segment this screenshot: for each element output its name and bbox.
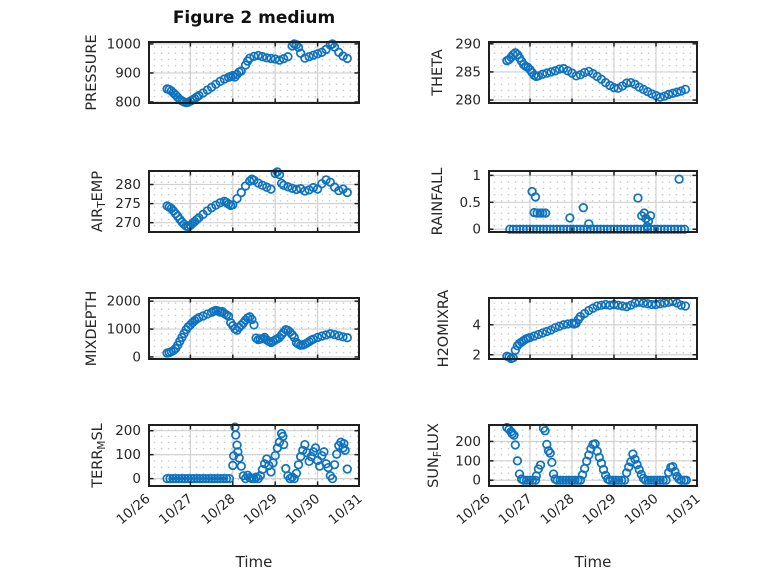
y-axis-label: AIRTEMP <box>90 171 108 232</box>
x-tick-label: 10/30 <box>621 491 661 528</box>
y-axis-label: THETA <box>430 49 446 97</box>
x-tick-label: 10/27 <box>495 491 535 528</box>
data-markers <box>162 39 352 108</box>
y-axis-label: MIXDEPTH <box>84 291 100 367</box>
rainfall-plot-svg: 0 0.5 1 RAINFALL <box>430 168 698 238</box>
y-tick-label: 280 <box>115 177 141 193</box>
y-axis-label: H2OMIXRA <box>436 290 452 368</box>
tick-marks <box>489 425 697 486</box>
x-axis-label-left: Time <box>235 553 273 571</box>
y-tick-label: 200 <box>115 423 141 439</box>
airtemp-plot-svg: 270 275 280 AIRTEMP <box>90 167 360 233</box>
y-tick-label: 0 <box>132 349 141 365</box>
subplot-airtemp: 270 275 280 AIRTEMP <box>90 167 360 233</box>
subplot-mixdepth: 0 1000 2000 MIXDEPTH <box>84 291 360 366</box>
tick-marks <box>149 298 359 359</box>
x-tick-label: 10/26 <box>113 491 153 528</box>
tick-marks <box>489 298 697 359</box>
y-axis-label: RAINFALL <box>430 168 446 236</box>
x-tick-label: 10/29 <box>241 491 281 528</box>
tick-marks <box>149 425 359 486</box>
subplot-h2omixra: 2 4 H2OMIXRA <box>436 290 698 367</box>
terrmsl-plot-svg: 0 100 200 TERRMSL 10/26 10/27 10/28 10/29 10/30 1… <box>90 422 366 528</box>
major-grid <box>489 298 697 359</box>
tick-marks <box>489 42 697 103</box>
y-axis-label: PRESSURE <box>84 34 100 110</box>
y-tick-label: 290 <box>455 36 481 52</box>
h2omixra-plot-svg: 2 4 H2OMIXRA <box>436 290 698 367</box>
theta-plot-svg: 280 285 290 THETA <box>430 36 698 109</box>
x-tick-label: 10/28 <box>537 491 577 528</box>
y-tick-label: 0.5 <box>460 195 481 211</box>
y-tick-label: 1000 <box>107 322 141 338</box>
y-tick-label: 0 <box>132 471 141 487</box>
x-tick-label: 10/30 <box>283 491 323 528</box>
subplot-rainfall: 0 0.5 1 RAINFALL <box>430 168 698 238</box>
y-tick-label: 2 <box>472 347 481 363</box>
y-tick-label: 0 <box>472 473 481 489</box>
x-tick-label: 10/29 <box>579 491 619 528</box>
y-tick-label: 100 <box>115 447 141 463</box>
y-tick-label: 100 <box>455 453 481 469</box>
data-markers <box>502 48 691 102</box>
data-markers <box>162 167 352 232</box>
y-tick-label: 1 <box>472 168 481 184</box>
x-tick-label: 10/27 <box>156 491 196 528</box>
subplot-theta: 280 285 290 THETA <box>430 36 698 109</box>
subplot-sunflux: 0 100 200 SUNFLUX 10/26 10/27 10/28 10/29 10/30 1… <box>426 422 704 528</box>
pressure-plot-svg: 800 900 1000 PRESSURE <box>84 34 360 111</box>
subplot-terrmsl: 0 100 200 TERRMSL 10/26 10/27 10/28 10/29 10/30 1… <box>90 422 366 528</box>
figure-title: Figure 2 medium <box>172 8 336 28</box>
y-axis-label: SUNFLUX <box>426 423 444 488</box>
data-markers <box>502 296 691 364</box>
y-tick-label: 0 <box>472 222 481 238</box>
y-axis-label: TERRMSL <box>90 423 108 489</box>
x-tick-label: 10/26 <box>453 491 493 528</box>
y-tick-label: 280 <box>455 93 481 109</box>
data-markers <box>505 174 690 234</box>
y-tick-label: 200 <box>455 434 481 450</box>
tick-marks <box>149 171 359 232</box>
y-tick-label: 2000 <box>107 294 141 310</box>
y-tick-label: 900 <box>115 65 141 81</box>
y-tick-label: 1000 <box>107 36 141 52</box>
x-axis-label-right: Time <box>574 553 612 571</box>
sunflux-plot-svg: 0 100 200 SUNFLUX 10/26 10/27 10/28 10/29 10/30 1… <box>426 422 704 528</box>
y-tick-label: 275 <box>115 196 141 212</box>
tick-marks <box>489 171 697 232</box>
y-tick-label: 800 <box>115 94 141 110</box>
y-tick-label: 4 <box>472 317 481 333</box>
data-markers <box>162 305 352 358</box>
data-markers <box>162 422 352 484</box>
tick-marks <box>149 42 359 103</box>
x-tick-label: 10/31 <box>663 491 703 528</box>
data-markers <box>502 422 691 485</box>
mixdepth-plot-svg: 0 1000 2000 MIXDEPTH <box>84 291 360 366</box>
subplot-pressure: 800 900 1000 PRESSURE <box>84 34 360 111</box>
y-tick-label: 270 <box>115 215 141 231</box>
x-tick-label: 10/31 <box>325 491 365 528</box>
x-tick-label: 10/28 <box>198 491 238 528</box>
y-tick-label: 285 <box>455 64 481 80</box>
